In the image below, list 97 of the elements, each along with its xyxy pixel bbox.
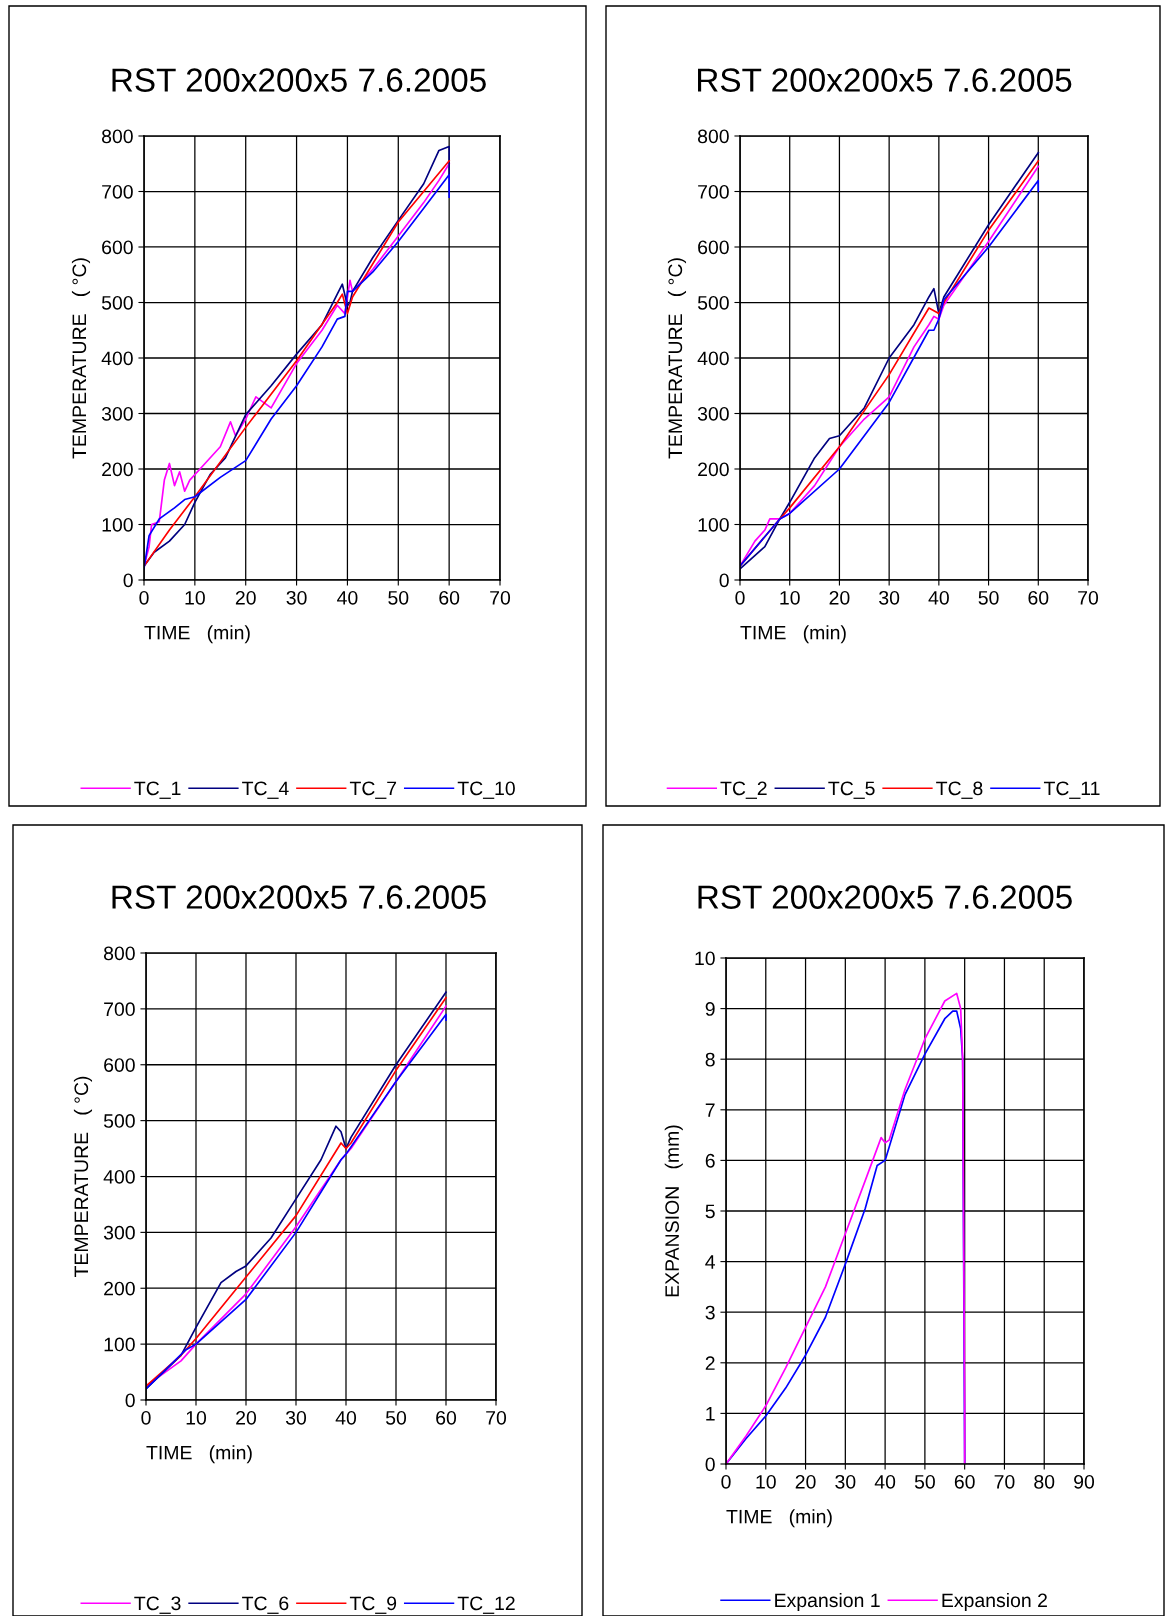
y-tick-label: 5 bbox=[705, 1204, 715, 1219]
y-tick-label: 0 bbox=[719, 573, 729, 588]
x-tick-label: 20 bbox=[235, 590, 256, 605]
y-tick-label: 3 bbox=[705, 1305, 715, 1320]
x-tick-label: 90 bbox=[1074, 1474, 1095, 1489]
x-tick-label: 70 bbox=[490, 590, 511, 605]
y-tick-label: 2 bbox=[705, 1356, 715, 1370]
y-tick-label: 200 bbox=[104, 1281, 135, 1296]
y-tick-label: 400 bbox=[101, 351, 133, 366]
y-tick-label: 400 bbox=[697, 351, 729, 366]
legend-label: TC_11 bbox=[1043, 781, 1100, 799]
legend-label: TC_5 bbox=[828, 781, 875, 799]
legend-label: TC_6 bbox=[242, 1596, 289, 1614]
y-tick-label: 800 bbox=[101, 129, 133, 144]
y-tick-label: 500 bbox=[697, 295, 729, 310]
y-tick-label: 800 bbox=[697, 129, 729, 144]
legend-label: TC_12 bbox=[457, 1596, 515, 1614]
x-tick-label: 70 bbox=[1078, 590, 1099, 605]
x-tick-label: 50 bbox=[388, 590, 409, 605]
y-tick-label: 0 bbox=[123, 573, 133, 588]
y-tick-label: 500 bbox=[103, 1114, 135, 1128]
x-tick-label: 80 bbox=[1034, 1474, 1055, 1489]
y-tick-label: 100 bbox=[104, 1337, 135, 1352]
legend-label: TC_4 bbox=[242, 781, 289, 799]
y-tick-label: 600 bbox=[698, 240, 729, 255]
x-tick-label: 30 bbox=[879, 590, 900, 605]
x-axis-title: TIME (min) bbox=[740, 625, 846, 644]
chart-title: RST 200x200x5 7.6.2005 bbox=[112, 885, 486, 909]
x-tick-label: 50 bbox=[978, 590, 999, 605]
legend-label: Expansion 2 bbox=[942, 1592, 1047, 1612]
x-tick-label: 60 bbox=[954, 1474, 975, 1489]
x-tick-label: 40 bbox=[874, 1474, 896, 1489]
y-tick-label: 100 bbox=[102, 517, 133, 532]
x-axis-title: TIME (min) bbox=[726, 1509, 832, 1528]
x-tick-label: 10 bbox=[780, 590, 800, 605]
x-tick-label: 20 bbox=[236, 1410, 257, 1425]
x-tick-label: 60 bbox=[1028, 590, 1049, 605]
legend-label: TC_3 bbox=[134, 1596, 181, 1614]
x-tick-label: 40 bbox=[335, 1410, 357, 1425]
legend-label: TC_9 bbox=[349, 1596, 397, 1614]
y-tick-label: 300 bbox=[697, 406, 729, 421]
y-axis-title: TEMPERATURE ( °C) bbox=[71, 258, 91, 459]
y-tick-label: 700 bbox=[104, 1002, 135, 1017]
y-tick-label: 8 bbox=[705, 1052, 715, 1067]
y-tick-label: 0 bbox=[705, 1457, 715, 1472]
x-tick-label: 40 bbox=[337, 590, 358, 605]
y-tick-label: 700 bbox=[698, 184, 729, 199]
x-tick-label: 60 bbox=[439, 590, 460, 605]
x-tick-label: 20 bbox=[829, 590, 850, 605]
x-tick-label: 40 bbox=[928, 590, 949, 605]
y-tick-label: 9 bbox=[705, 1002, 715, 1016]
legend-label: Expansion 1 bbox=[775, 1592, 880, 1612]
y-tick-label: 300 bbox=[101, 406, 133, 421]
legend-label: TC_8 bbox=[936, 781, 983, 799]
y-tick-label: 300 bbox=[103, 1225, 135, 1240]
x-tick-label: 50 bbox=[385, 1410, 407, 1425]
legend-label: TC_7 bbox=[349, 781, 397, 799]
y-tick-label: 100 bbox=[698, 517, 729, 532]
x-tick-label: 20 bbox=[795, 1474, 816, 1489]
x-tick-label: 70 bbox=[486, 1410, 507, 1425]
y-tick-label: 800 bbox=[103, 946, 135, 961]
y-tick-label: 1 bbox=[706, 1407, 715, 1421]
x-tick-label: 0 bbox=[735, 590, 745, 605]
y-tick-label: 4 bbox=[705, 1255, 716, 1269]
y-tick-label: 200 bbox=[102, 462, 133, 477]
y-tick-label: 500 bbox=[101, 295, 133, 310]
chart-title: RST 200x200x5 7.6.2005 bbox=[698, 885, 1072, 909]
legend-label: TC_1 bbox=[134, 781, 181, 799]
x-tick-label: 30 bbox=[285, 1410, 307, 1425]
x-tick-label: 70 bbox=[994, 1474, 1015, 1489]
legend-label: TC_10 bbox=[457, 781, 515, 799]
x-axis-title: TIME (min) bbox=[144, 625, 250, 644]
x-axis-title: TIME (min) bbox=[146, 1445, 252, 1464]
x-tick-label: 30 bbox=[286, 590, 307, 605]
x-tick-label: 10 bbox=[756, 1474, 776, 1489]
x-tick-label: 0 bbox=[139, 590, 149, 605]
y-tick-label: 6 bbox=[705, 1153, 715, 1168]
y-tick-label: 200 bbox=[698, 462, 729, 477]
y-axis-title: EXPANSION (mm) bbox=[664, 1125, 683, 1297]
chart-title: RST 200x200x5 7.6.2005 bbox=[698, 68, 1072, 92]
y-tick-label: 400 bbox=[103, 1169, 135, 1184]
x-tick-label: 10 bbox=[186, 1410, 207, 1425]
x-tick-label: 50 bbox=[914, 1474, 935, 1489]
y-tick-label: 10 bbox=[695, 951, 715, 966]
y-tick-label: 600 bbox=[104, 1058, 135, 1072]
y-tick-label: 600 bbox=[102, 240, 133, 255]
y-axis-title: TEMPERATURE ( °C) bbox=[73, 1076, 93, 1277]
y-tick-label: 0 bbox=[125, 1393, 135, 1408]
legend-label: TC_2 bbox=[720, 781, 767, 799]
x-tick-label: 60 bbox=[436, 1410, 457, 1425]
x-tick-label: 10 bbox=[185, 590, 205, 605]
x-tick-label: 0 bbox=[141, 1410, 151, 1425]
y-tick-label: 7 bbox=[705, 1103, 715, 1117]
x-tick-label: 30 bbox=[835, 1474, 856, 1489]
y-tick-label: 700 bbox=[102, 184, 133, 199]
chart-title: RST 200x200x5 7.6.2005 bbox=[112, 68, 486, 92]
y-axis-title: TEMPERATURE ( °C) bbox=[667, 258, 687, 459]
